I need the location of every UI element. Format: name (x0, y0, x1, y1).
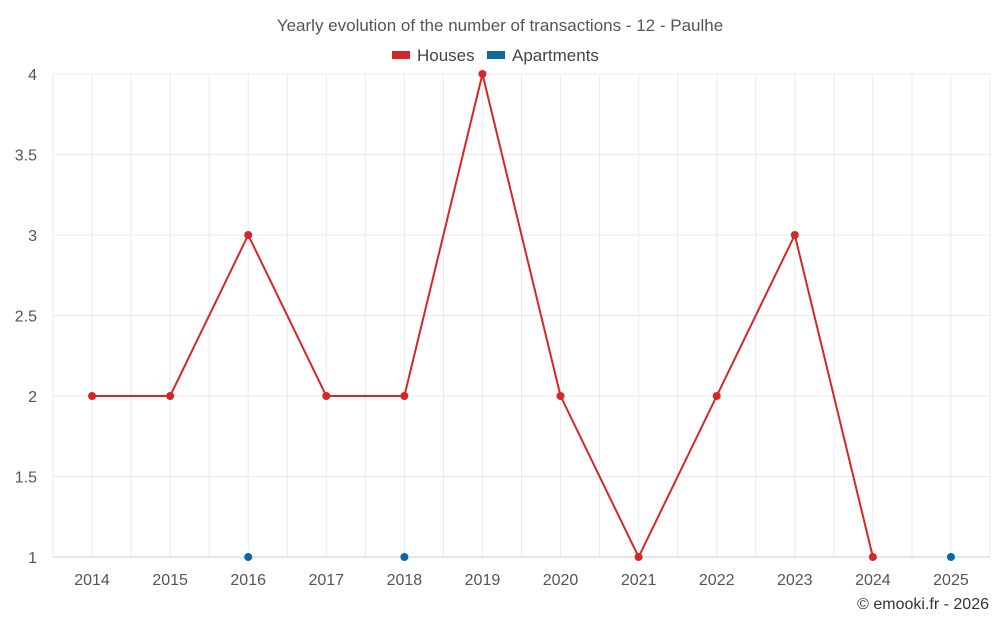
y-tick-label: 1 (28, 550, 37, 567)
y-tick-label: 4 (28, 67, 37, 84)
x-tick-label: 2014 (74, 572, 110, 589)
data-point-houses[interactable] (478, 70, 487, 78)
credit-text: © emooki.fr - 2026 (857, 596, 989, 613)
data-point-houses[interactable] (556, 392, 565, 400)
y-tick-label: 3 (28, 228, 37, 245)
data-point-apartments[interactable] (400, 553, 409, 561)
x-tick-label: 2021 (621, 572, 657, 589)
data-point-houses[interactable] (400, 392, 409, 400)
x-tick-label: 2023 (777, 572, 813, 589)
x-tick-label: 2025 (933, 572, 969, 589)
x-tick-label: 2024 (855, 572, 891, 589)
data-point-houses[interactable] (634, 553, 643, 561)
x-tick-label: 2015 (152, 572, 188, 589)
y-tick-label: 2.5 (15, 309, 37, 326)
chart-title: Yearly evolution of the number of transa… (277, 16, 723, 35)
data-point-houses[interactable] (322, 392, 331, 400)
data-point-houses[interactable] (790, 231, 799, 239)
x-tick-label: 2019 (465, 572, 501, 589)
x-tick-label: 2016 (230, 572, 266, 589)
y-tick-label: 3.5 (15, 148, 37, 165)
data-point-houses[interactable] (166, 392, 175, 400)
x-tick-label: 2022 (699, 572, 735, 589)
x-tick-label: 2020 (543, 572, 579, 589)
legend[interactable]: Houses Apartments (392, 46, 599, 65)
data-point-houses[interactable] (88, 392, 97, 400)
data-point-houses[interactable] (712, 392, 721, 400)
legend-swatch-houses (392, 51, 410, 59)
data-points (88, 70, 955, 561)
data-point-houses[interactable] (868, 553, 877, 561)
legend-label-apartments: Apartments (512, 46, 599, 65)
x-tick-label: 2017 (308, 572, 344, 589)
x-tick-label: 2018 (387, 572, 423, 589)
grid-lines (52, 73, 991, 557)
data-point-apartments[interactable] (244, 553, 253, 561)
legend-swatch-apartments (487, 51, 505, 59)
data-point-apartments[interactable] (946, 553, 955, 561)
y-tick-label: 1.5 (15, 470, 37, 487)
axes: 1 1.5 2 2.5 3 3.5 4 2014 2015 2016 2017 2018 2019 202… (15, 67, 990, 589)
y-tick-label: 2 (28, 389, 37, 406)
data-point-houses[interactable] (244, 231, 253, 239)
legend-label-houses: Houses (417, 46, 475, 65)
